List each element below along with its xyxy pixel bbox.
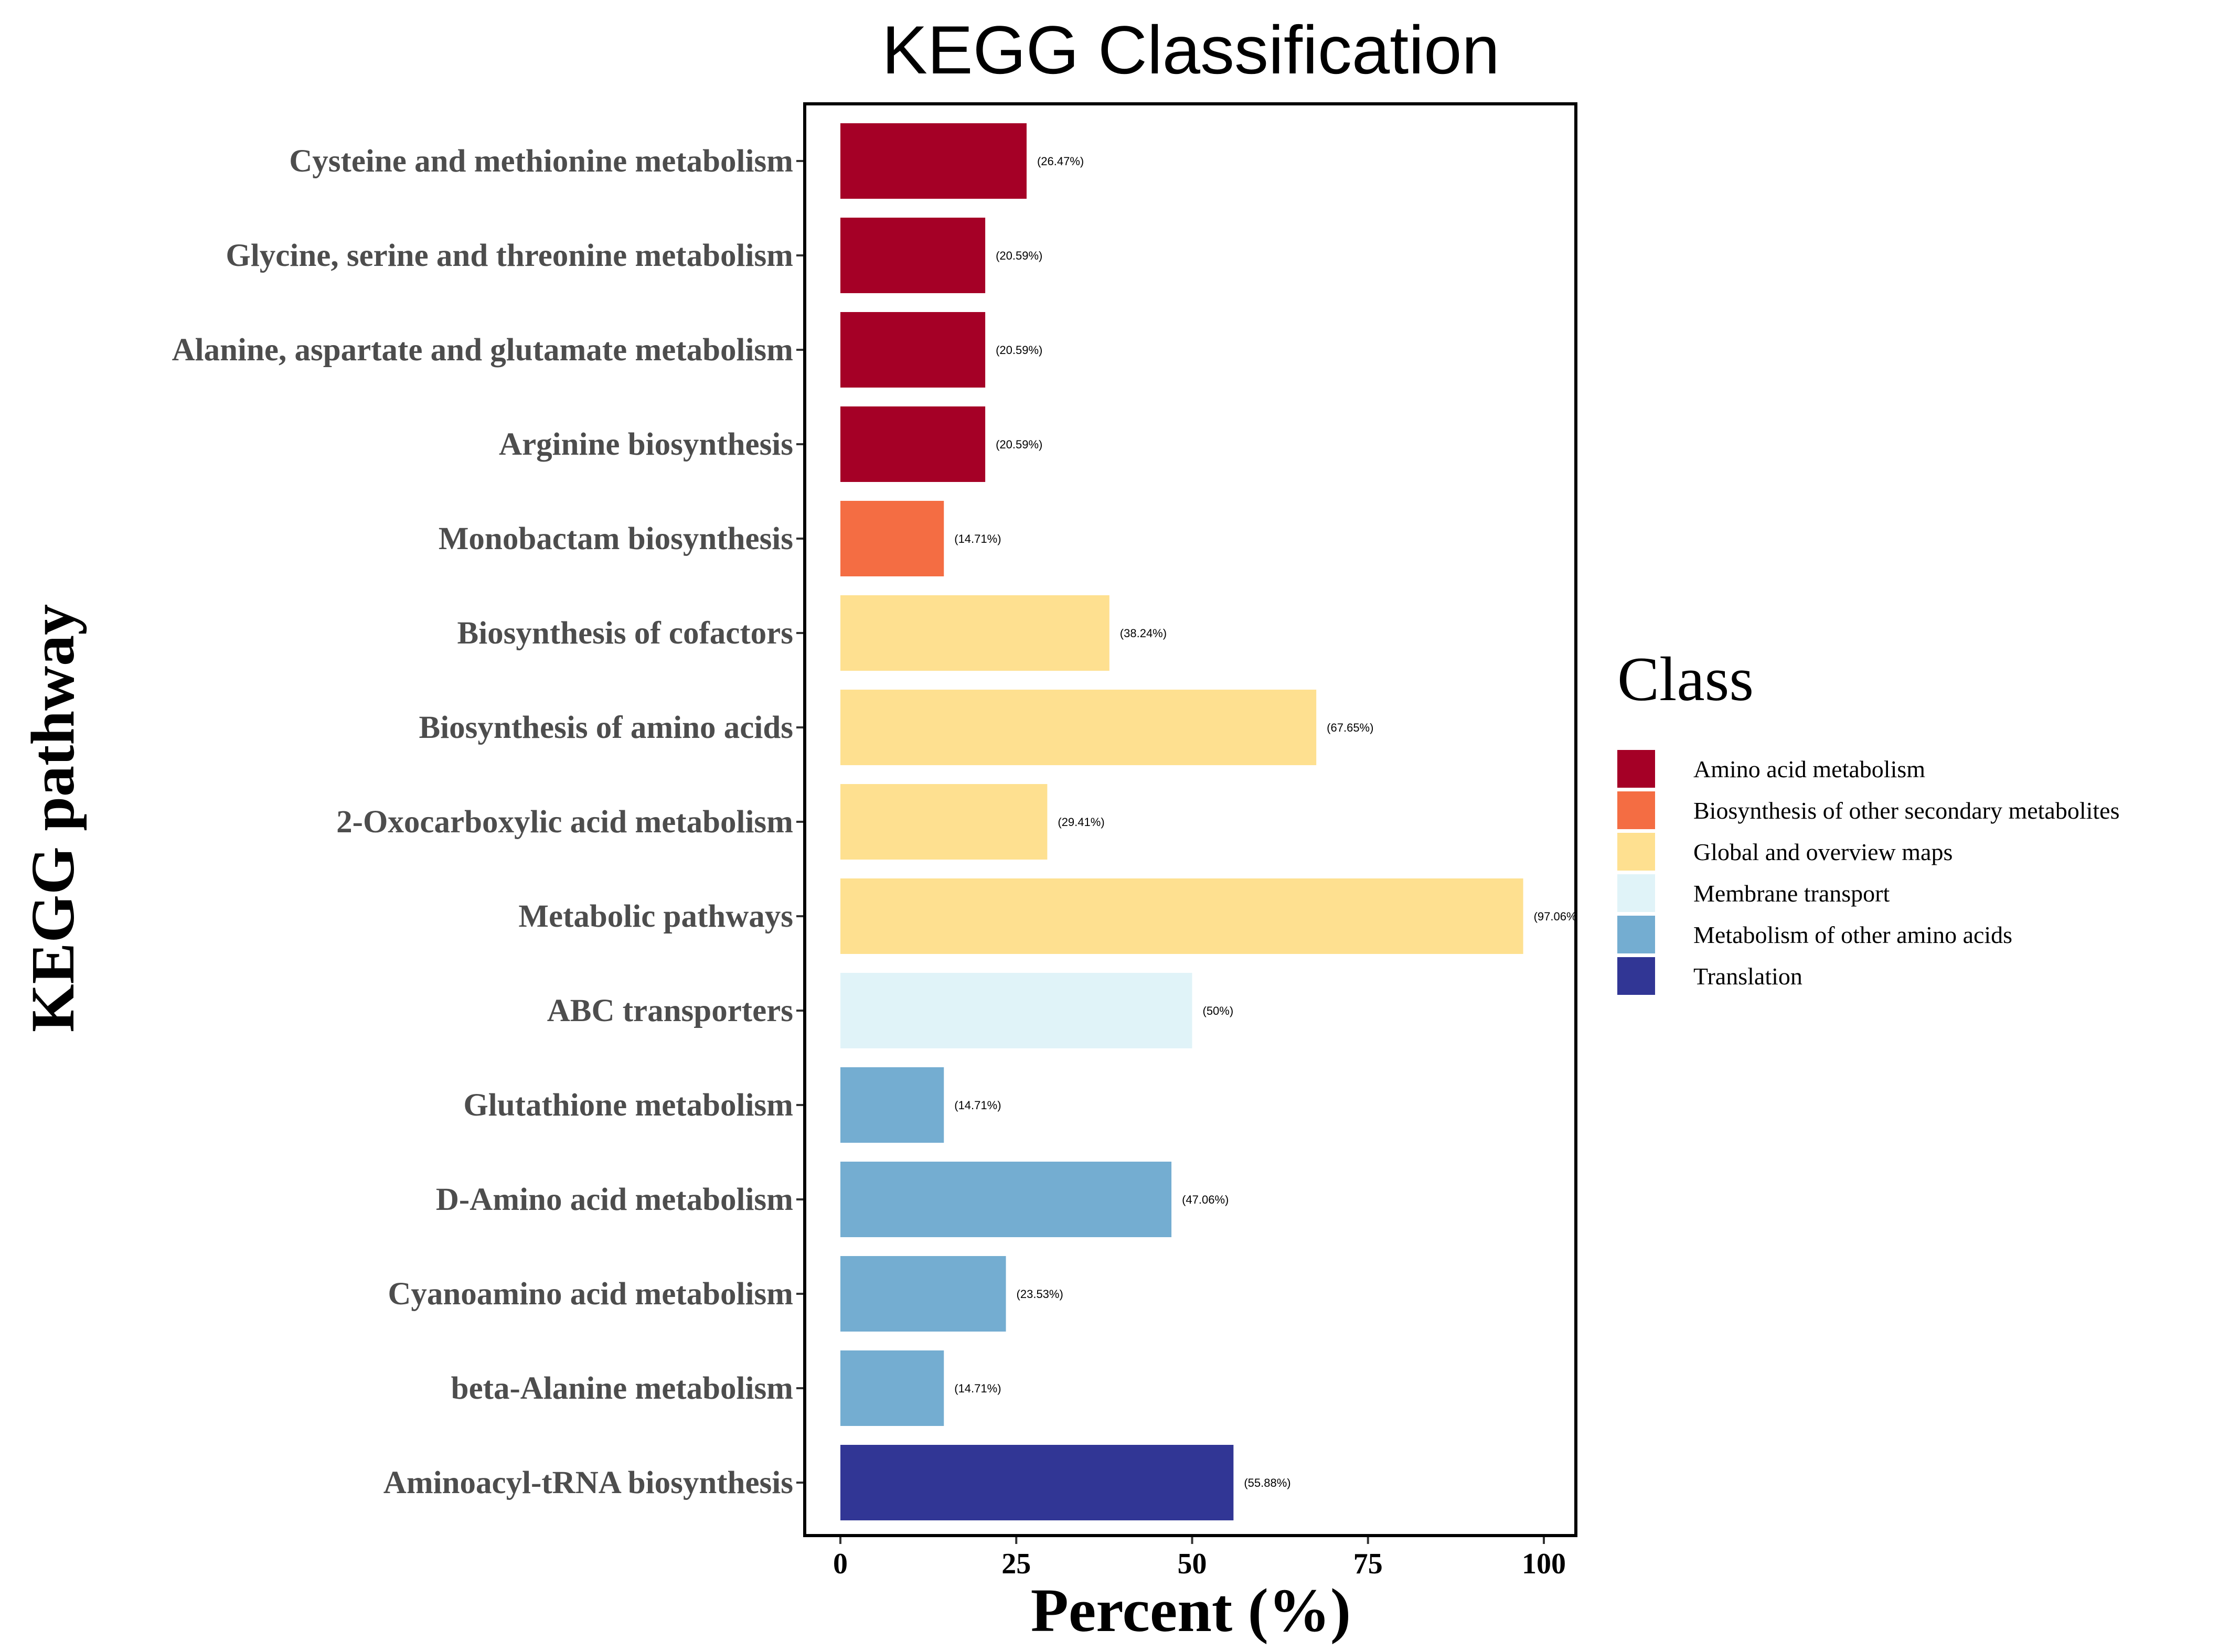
bar [840,218,986,293]
bar [840,784,1048,860]
category-label: Metabolic pathways [518,899,793,934]
legend: Class Amino acid metabolism Biosynthesis … [1617,644,2120,995]
legend-title: Class [1617,644,1754,714]
bar [840,1067,944,1143]
legend-label: Amino acid metabolism [1693,756,1925,782]
x-tick-label: 25 [1001,1548,1031,1580]
data-label: (14.71%) [954,1099,1001,1112]
y-axis-title: KEGG pathway [18,604,87,1032]
data-label: (29.41%) [1058,816,1104,829]
data-label: (38.24%) [1120,627,1167,640]
data-label: (20.59%) [996,344,1042,357]
data-label: (14.71%) [954,1382,1001,1395]
category-labels-group: Cysteine and methionine metabolism Glycin… [172,144,805,1500]
legend-key [1617,833,1655,871]
category-label: D-Amino acid metabolism [436,1182,793,1217]
category-label: Biosynthesis of amino acids [419,710,793,745]
x-tick-label: 50 [1178,1548,1207,1580]
data-label: (20.59%) [996,438,1042,451]
legend-key [1617,874,1655,912]
category-label: Aminoacyl-tRNA biosynthesis [383,1465,793,1500]
bar [840,406,986,482]
category-label: Glutathione metabolism [463,1088,793,1123]
bar [840,1350,944,1426]
bar [840,973,1192,1048]
chart-title: KEGG Classification [882,12,1500,88]
bar [840,501,944,576]
data-label: (26.47%) [1037,155,1084,168]
data-label: (20.59%) [996,249,1042,262]
data-labels-group: (26.47%) (20.59%) (20.59%) (20.59%) (14.71%)… [954,155,1576,1489]
legend-key [1617,916,1655,953]
legend-label: Global and overview maps [1693,839,1953,865]
legend-items: Amino acid metabolism Biosynthesis of oth… [1617,750,2120,995]
category-label: Glycine, serine and threonine metabolism [226,238,793,273]
x-tick-label: 100 [1522,1548,1566,1580]
bar [840,690,1317,765]
x-tick-label: 75 [1353,1548,1383,1580]
x-axis-ticks-group: 0 25 50 75 100 [833,1536,1566,1580]
x-tick-label: 0 [833,1548,848,1580]
data-label: (67.65%) [1327,721,1373,734]
data-label: (47.06%) [1182,1193,1229,1206]
bar [840,312,986,388]
bars-group [840,123,1523,1520]
category-label: Alanine, aspartate and glutamate metabol… [172,332,793,368]
data-label: (50%) [1203,1004,1234,1017]
bar [840,1256,1006,1332]
x-axis-title: Percent (%) [1031,1576,1351,1645]
bar [840,1162,1172,1237]
category-label: Arginine biosynthesis [499,427,793,462]
data-label: (14.71%) [954,532,1001,545]
category-label: Cyanoamino acid metabolism [388,1276,793,1312]
legend-label: Membrane transport [1693,880,1890,907]
legend-label: Metabolism of other amino acids [1693,921,2012,948]
legend-label: Biosynthesis of other secondary metaboli… [1693,797,2120,824]
bar [840,878,1523,954]
data-label: (23.53%) [1017,1288,1063,1301]
plot-panel-border [803,102,1577,1537]
category-label: ABC transporters [547,993,793,1028]
legend-key [1617,957,1655,995]
bar [840,123,1027,199]
category-label: Biosynthesis of cofactors [457,616,793,651]
data-label: (97.06% [1534,910,1577,923]
category-label: Cysteine and methionine metabolism [289,144,793,179]
legend-label: Translation [1693,963,1802,990]
category-label: 2-Oxocarboxylic acid metabolism [336,804,793,840]
legend-key [1617,791,1655,829]
category-label: beta-Alanine metabolism [451,1371,793,1406]
bar [840,595,1110,671]
bar [840,1445,1234,1520]
data-label: (55.88%) [1244,1476,1290,1489]
category-label: Monobactam biosynthesis [439,521,793,556]
legend-key [1617,750,1655,788]
